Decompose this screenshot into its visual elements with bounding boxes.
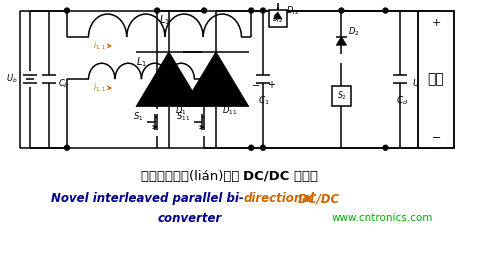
- Circle shape: [202, 77, 206, 82]
- Text: DC/DC 變換器: DC/DC 變換器: [243, 170, 318, 183]
- Bar: [332, 86, 351, 105]
- Polygon shape: [183, 52, 249, 107]
- Text: $S_2$: $S_2$: [336, 90, 346, 102]
- Text: $i_{1,1}$: $i_{1,1}$: [94, 40, 107, 52]
- Text: $-$: $-$: [251, 79, 260, 89]
- Text: $D_2$: $D_2$: [348, 26, 360, 38]
- Text: www.cntronics.com: www.cntronics.com: [332, 213, 433, 223]
- Text: 新型交錯并聯(lián)雙向: 新型交錯并聯(lián)雙向: [141, 170, 243, 183]
- Text: $C_d$: $C_d$: [396, 94, 408, 107]
- Circle shape: [64, 8, 70, 13]
- Text: $L_1$: $L_1$: [159, 13, 170, 27]
- Polygon shape: [274, 12, 282, 19]
- Text: converter: converter: [157, 212, 222, 225]
- Circle shape: [202, 8, 206, 13]
- Text: $S_{I2}$: $S_{I2}$: [272, 12, 283, 25]
- Text: 负载: 负载: [428, 72, 444, 86]
- Circle shape: [261, 8, 265, 13]
- Bar: [418, 11, 454, 148]
- Text: $i_{1,1}$: $i_{1,1}$: [94, 82, 107, 94]
- Text: $D_{I2}$: $D_{I2}$: [286, 4, 299, 17]
- Text: $-$: $-$: [431, 131, 441, 141]
- Text: $D_{11}$: $D_{11}$: [222, 104, 237, 117]
- Text: directional: directional: [243, 192, 314, 205]
- Text: $L_1$: $L_1$: [136, 56, 147, 69]
- Circle shape: [261, 145, 265, 150]
- Bar: [269, 10, 287, 27]
- Circle shape: [155, 8, 159, 13]
- Polygon shape: [336, 37, 347, 45]
- Circle shape: [64, 145, 70, 150]
- Circle shape: [383, 8, 388, 13]
- Text: $D_1$: $D_1$: [175, 104, 186, 117]
- Circle shape: [249, 145, 253, 150]
- Circle shape: [339, 8, 344, 13]
- Text: $S_{11}$: $S_{11}$: [176, 110, 191, 123]
- Polygon shape: [136, 52, 202, 107]
- Text: DC/DC: DC/DC: [294, 192, 339, 205]
- Text: $S_1$: $S_1$: [133, 110, 144, 123]
- Text: $C_b$: $C_b$: [58, 78, 70, 90]
- Circle shape: [249, 8, 253, 13]
- Text: $U_b$: $U_b$: [6, 73, 18, 85]
- Text: $C_1$: $C_1$: [258, 94, 270, 107]
- Text: Novel interleaved parallel bi-: Novel interleaved parallel bi-: [50, 192, 243, 205]
- Text: $+$: $+$: [431, 17, 441, 28]
- Circle shape: [383, 145, 388, 150]
- Text: $U_d$: $U_d$: [412, 78, 425, 90]
- Text: $+$: $+$: [267, 78, 276, 90]
